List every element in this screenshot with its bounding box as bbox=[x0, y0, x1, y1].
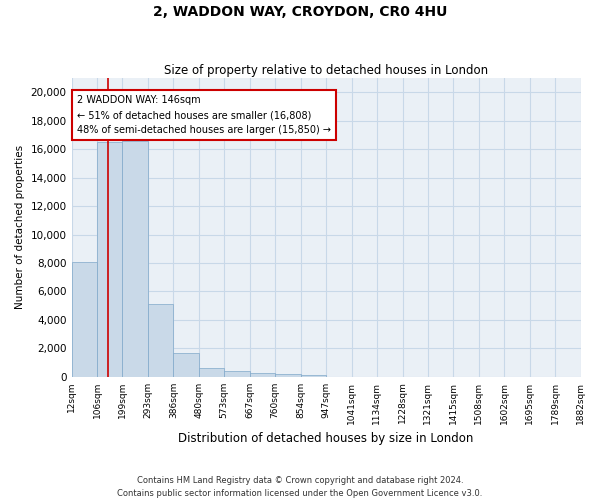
Bar bbox=[148, 304, 173, 376]
Bar bbox=[250, 373, 275, 376]
Bar bbox=[122, 140, 148, 376]
Y-axis label: Number of detached properties: Number of detached properties bbox=[15, 146, 25, 310]
Bar bbox=[224, 372, 250, 376]
Bar bbox=[301, 375, 326, 376]
Bar bbox=[173, 352, 199, 376]
X-axis label: Distribution of detached houses by size in London: Distribution of detached houses by size … bbox=[178, 432, 474, 445]
Bar bbox=[275, 374, 301, 376]
Text: 2, WADDON WAY, CROYDON, CR0 4HU: 2, WADDON WAY, CROYDON, CR0 4HU bbox=[153, 5, 447, 19]
Text: Contains HM Land Registry data © Crown copyright and database right 2024.
Contai: Contains HM Land Registry data © Crown c… bbox=[118, 476, 482, 498]
Bar bbox=[97, 142, 122, 376]
Text: 2 WADDON WAY: 146sqm
← 51% of detached houses are smaller (16,808)
48% of semi-d: 2 WADDON WAY: 146sqm ← 51% of detached h… bbox=[77, 95, 331, 135]
Bar bbox=[199, 368, 224, 376]
Title: Size of property relative to detached houses in London: Size of property relative to detached ho… bbox=[164, 64, 488, 77]
Bar bbox=[71, 262, 97, 376]
